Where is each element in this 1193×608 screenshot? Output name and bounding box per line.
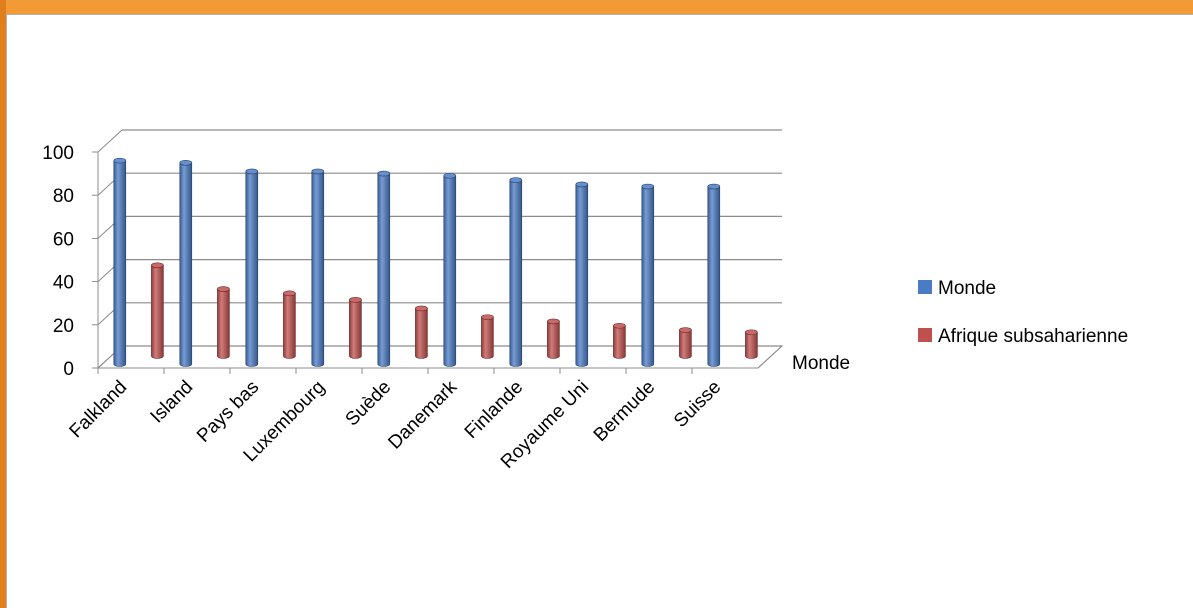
x-tick-label: Danemark — [384, 376, 461, 453]
bar-afrique — [613, 322, 626, 359]
legend-swatch-afrique — [918, 328, 932, 342]
y-tick-label: 40 — [53, 273, 74, 294]
bar-afrique — [151, 262, 164, 359]
legend: Monde Afrique subsaharienne — [918, 278, 1128, 347]
bar-monde — [509, 177, 523, 367]
bar-monde — [245, 168, 259, 367]
x-tick-label: Island — [147, 377, 198, 428]
bar-monde — [377, 170, 391, 367]
bar-monde — [311, 168, 325, 367]
bar-afrique — [217, 286, 230, 359]
bar-monde — [443, 172, 457, 367]
x-tick-label: Bermude — [590, 377, 659, 446]
y-tick-label: 80 — [53, 186, 74, 207]
y-tick-label: 0 — [63, 359, 74, 380]
legend-label-monde: Monde — [938, 278, 996, 299]
x-tick-label: Suède — [342, 377, 396, 431]
x-tick-label: Suisse — [670, 377, 725, 432]
bar-monde — [707, 183, 721, 367]
depth-axis-line — [757, 345, 783, 369]
y-tick-label: 100 — [42, 143, 74, 164]
y-tick-label: 20 — [53, 316, 74, 337]
bar-afrique — [481, 314, 494, 359]
bar-afrique — [283, 290, 296, 359]
bar-afrique — [745, 329, 758, 359]
x-tick-label: Falkland — [66, 377, 132, 443]
y-tick-label: 60 — [53, 229, 74, 250]
x-tick-label: Finlande — [461, 377, 527, 443]
bar-afrique — [679, 327, 692, 359]
x-tick-label: Pays bas — [193, 377, 263, 447]
gridline-side — [97, 129, 123, 153]
bar-afrique — [547, 318, 560, 359]
bar-afrique — [349, 297, 362, 359]
legend-label-afrique: Afrique subsaharienne — [938, 326, 1128, 347]
bar-monde — [575, 181, 589, 367]
bar-monde — [641, 183, 655, 367]
y-axis-ticks: 0 20 40 60 80 100 — [42, 143, 98, 380]
bar-monde — [179, 160, 193, 367]
legend-swatch-monde — [918, 280, 932, 294]
bars — [113, 157, 758, 367]
depth-axis-label: Monde — [792, 353, 850, 374]
bar-monde — [113, 157, 127, 367]
chart-panel — [6, 14, 1193, 608]
bar-afrique — [415, 305, 428, 359]
